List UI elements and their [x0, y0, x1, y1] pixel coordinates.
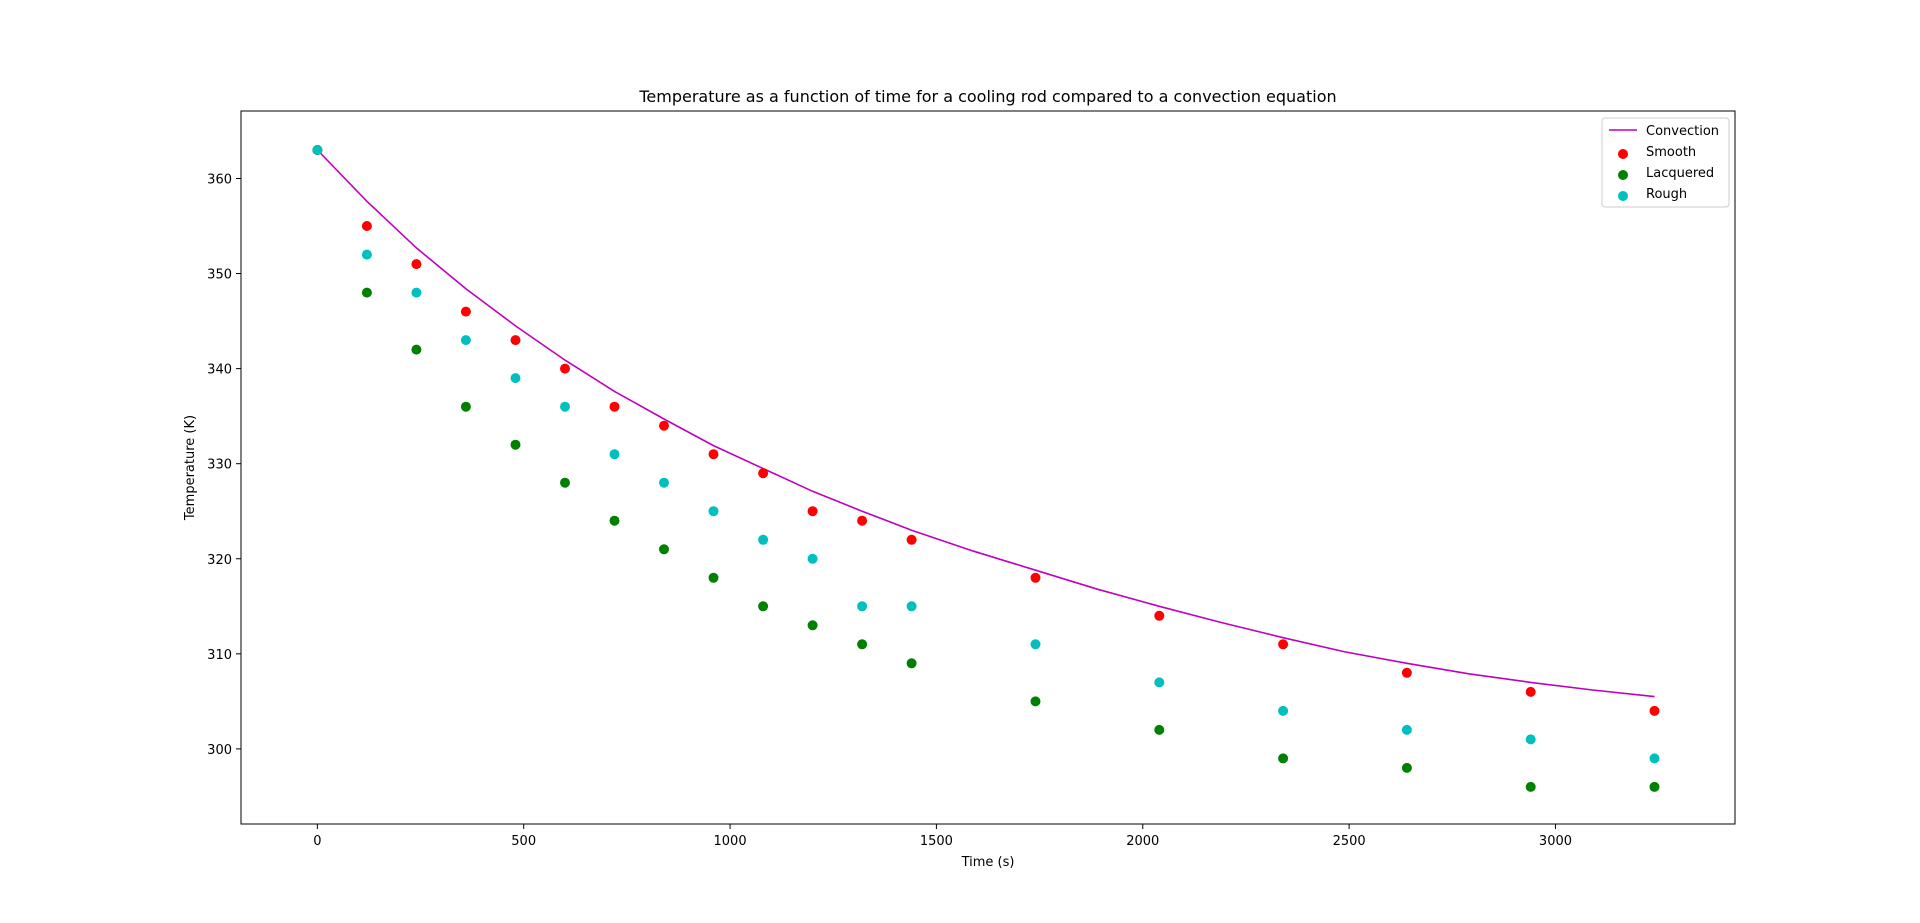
- y-tick-label: 330: [207, 458, 232, 473]
- point-lacquered: [510, 439, 521, 450]
- y-tick-label: 310: [207, 648, 232, 663]
- point-lacquered: [708, 572, 719, 583]
- point-rough: [807, 553, 818, 564]
- legend-label-convection: Convection: [1646, 124, 1719, 139]
- point-smooth: [1278, 639, 1289, 650]
- point-smooth: [609, 401, 620, 412]
- legend-label-smooth: Smooth: [1646, 145, 1696, 160]
- point-smooth: [807, 506, 818, 517]
- point-smooth: [411, 259, 422, 270]
- point-lacquered: [411, 344, 422, 355]
- point-rough: [906, 601, 917, 612]
- point-lacquered: [758, 601, 769, 612]
- x-axis-label: Time (s): [961, 855, 1015, 870]
- point-rough: [659, 477, 669, 488]
- point-smooth: [510, 335, 521, 346]
- y-tick-label: 360: [207, 172, 232, 187]
- point-lacquered: [361, 287, 372, 298]
- point-rough: [312, 145, 323, 155]
- point-smooth: [906, 534, 917, 545]
- x-axis: 0 500 1000 1500 2000 2500 3000: [313, 824, 1572, 849]
- point-lacquered: [1401, 762, 1412, 773]
- x-tick-label: 3000: [1539, 834, 1572, 849]
- x-tick-label: 2500: [1333, 834, 1366, 849]
- point-smooth: [460, 306, 471, 317]
- point-rough: [1649, 753, 1660, 764]
- point-rough: [857, 601, 868, 612]
- y-axis-label: Temperature (K): [183, 415, 198, 521]
- point-lacquered: [609, 515, 620, 526]
- point-rough: [411, 287, 422, 298]
- x-tick-label: 500: [511, 834, 536, 849]
- point-rough: [1278, 705, 1289, 716]
- y-tick-label: 350: [207, 268, 232, 283]
- axes-frame: [240, 110, 1736, 825]
- point-smooth: [361, 221, 372, 231]
- point-smooth: [1401, 667, 1412, 678]
- legend-swatch-rough: [1618, 191, 1628, 201]
- point-smooth: [1649, 705, 1660, 716]
- point-rough: [560, 401, 570, 412]
- y-tick-label: 340: [207, 363, 232, 378]
- plot-area: [240, 110, 1736, 825]
- legend-swatch-smooth: [1618, 149, 1628, 159]
- point-smooth: [1030, 572, 1041, 583]
- chart-title: Temperature as a function of time for a …: [638, 87, 1336, 106]
- legend-label-lacquered: Lacquered: [1646, 166, 1714, 181]
- point-smooth: [758, 468, 769, 479]
- y-axis: 300 310 320 330 340 350 360: [207, 172, 241, 758]
- point-rough: [758, 534, 769, 545]
- point-lacquered: [460, 401, 471, 412]
- point-rough: [361, 249, 372, 260]
- point-lacquered: [1030, 696, 1041, 707]
- point-lacquered: [807, 620, 818, 631]
- point-smooth: [857, 515, 868, 526]
- legend-item-smooth: Smooth: [1618, 145, 1696, 160]
- legend: Convection Smooth Lacquered Rough: [1601, 117, 1730, 208]
- point-smooth: [708, 449, 719, 460]
- point-lacquered: [906, 658, 917, 669]
- data-marks: [312, 145, 1660, 792]
- point-smooth: [1154, 610, 1165, 621]
- point-rough: [609, 449, 620, 460]
- series-line-convection: [316, 149, 1655, 698]
- point-smooth: [659, 420, 669, 431]
- point-rough: [1401, 724, 1412, 735]
- point-rough: [510, 373, 521, 384]
- point-rough: [1030, 639, 1041, 650]
- legend-box: [1601, 117, 1730, 208]
- x-tick-label: 0: [313, 834, 321, 849]
- series-rough: [312, 145, 1660, 764]
- x-tick-label: 1000: [714, 834, 747, 849]
- point-lacquered: [1525, 781, 1536, 792]
- point-lacquered: [857, 639, 868, 650]
- point-lacquered: [1649, 781, 1660, 792]
- point-lacquered: [1278, 753, 1289, 764]
- point-smooth: [1525, 686, 1536, 697]
- point-rough: [1154, 677, 1165, 688]
- legend-item-convection: Convection: [1609, 124, 1719, 139]
- point-smooth: [560, 363, 570, 374]
- x-tick-label: 1500: [920, 834, 953, 849]
- y-tick-label: 320: [207, 553, 232, 568]
- x-tick-label: 2000: [1126, 834, 1159, 849]
- legend-swatch-lacquered: [1618, 170, 1628, 180]
- point-lacquered: [560, 477, 570, 488]
- point-lacquered: [1154, 724, 1165, 735]
- legend-item-lacquered: Lacquered: [1618, 166, 1714, 181]
- point-lacquered: [659, 544, 669, 555]
- point-rough: [1525, 734, 1536, 745]
- series-lacquered: [312, 145, 1660, 792]
- legend-item-rough: Rough: [1618, 187, 1687, 202]
- legend-label-rough: Rough: [1646, 187, 1687, 202]
- point-rough: [460, 335, 471, 346]
- y-tick-label: 300: [207, 743, 232, 758]
- point-rough: [708, 506, 719, 517]
